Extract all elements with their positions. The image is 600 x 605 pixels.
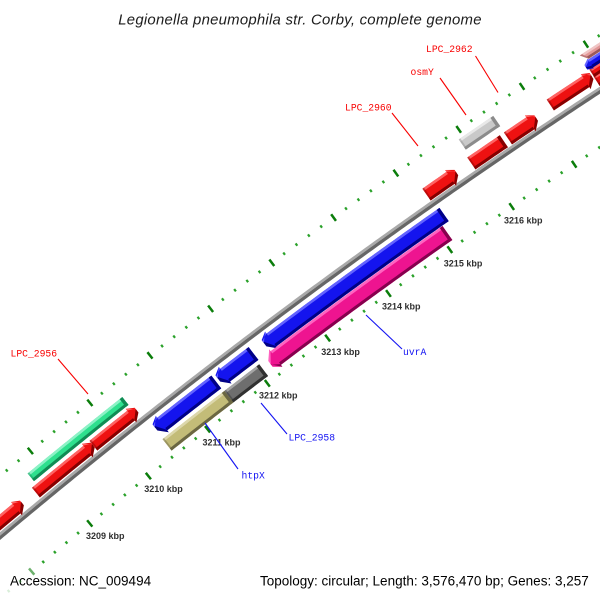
svg-text:3210 kbp: 3210 kbp [144, 484, 183, 494]
svg-text:LPC_2962: LPC_2962 [426, 44, 473, 55]
svg-text:3211 kbp: 3211 kbp [203, 438, 242, 448]
svg-text:LPC_2958: LPC_2958 [289, 433, 336, 444]
svg-text:htpX: htpX [242, 471, 265, 482]
svg-text:3209 kbp: 3209 kbp [86, 531, 125, 541]
svg-text:Accession: NC_009494: Accession: NC_009494 [10, 574, 152, 589]
svg-text:3214 kbp: 3214 kbp [382, 301, 421, 311]
svg-text:Topology: circular; Length: 3,: Topology: circular; Length: 3,576,470 bp… [260, 574, 589, 589]
svg-text:LPC_2956: LPC_2956 [11, 349, 58, 360]
svg-text:osmY: osmY [411, 67, 434, 78]
svg-text:3212 kbp: 3212 kbp [259, 390, 298, 400]
svg-text:Legionella pneumophila str. Co: Legionella pneumophila str. Corby, compl… [118, 12, 481, 28]
svg-text:uvrA: uvrA [403, 347, 426, 358]
svg-text:3215 kbp: 3215 kbp [444, 258, 483, 268]
svg-text:3213 kbp: 3213 kbp [321, 347, 360, 357]
svg-text:3216 kbp: 3216 kbp [504, 216, 543, 226]
svg-text:LPC_2960: LPC_2960 [345, 103, 392, 114]
